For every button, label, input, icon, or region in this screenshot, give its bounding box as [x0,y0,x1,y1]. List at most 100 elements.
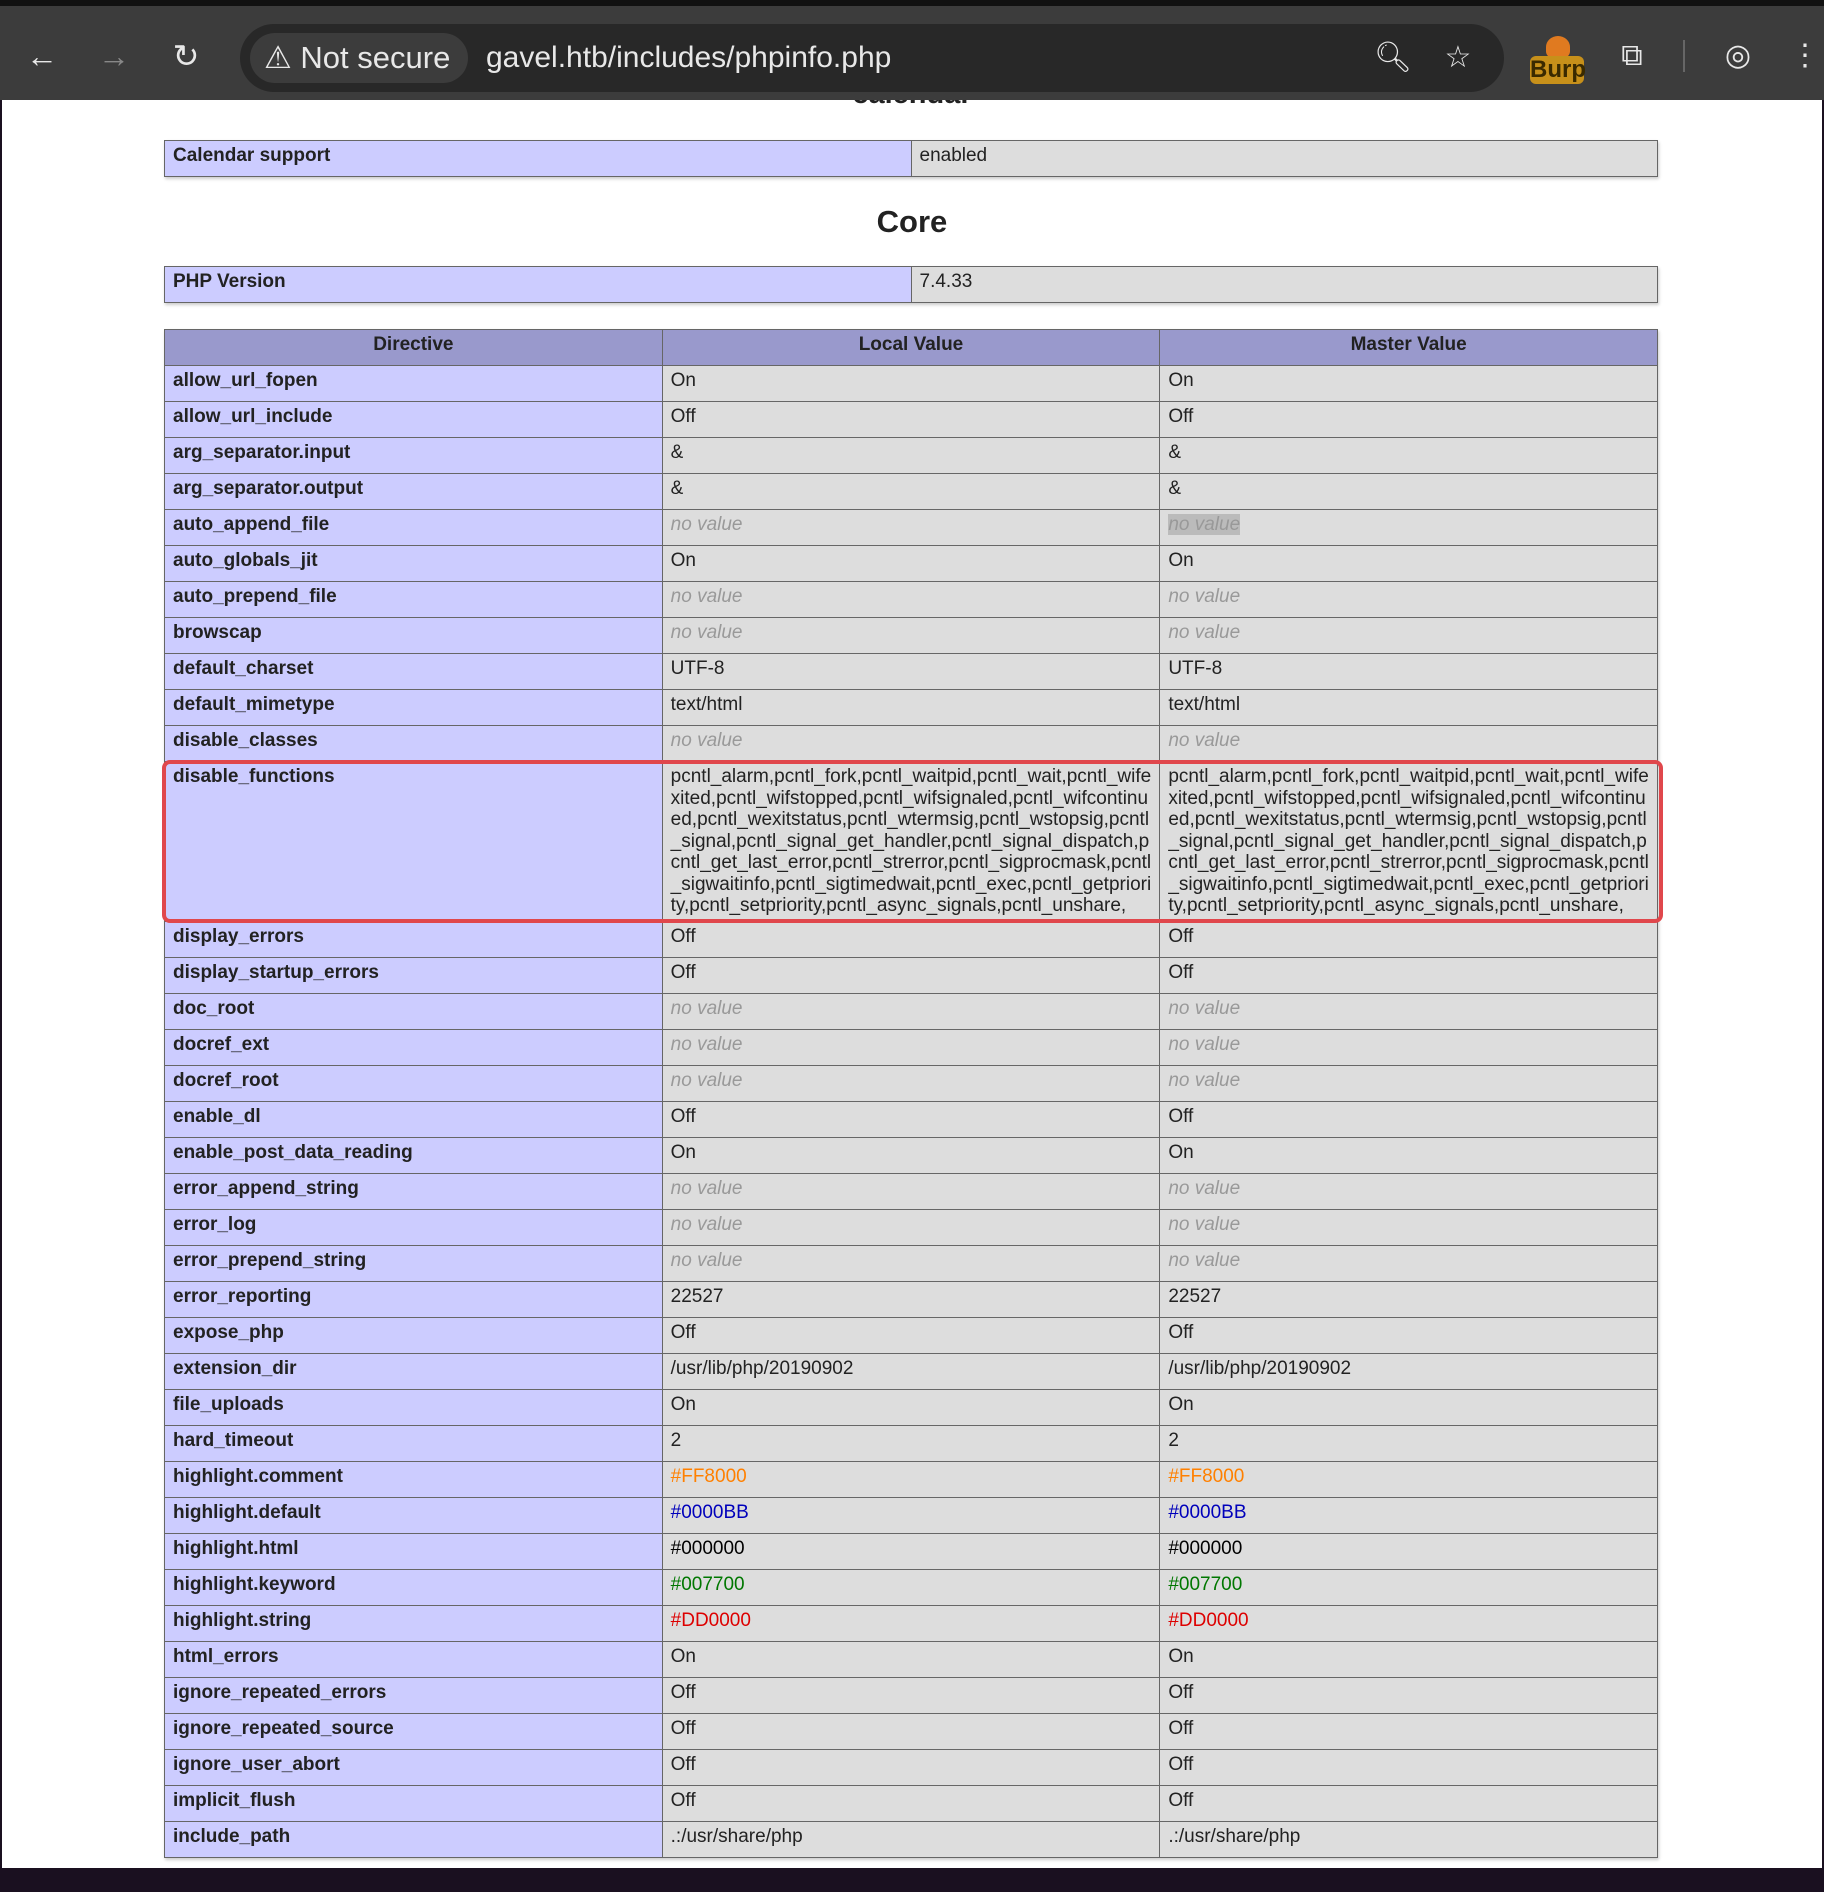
table-row: highlight.comment #FF8000 #FF8000 [164,1460,1658,1498]
master-value-text: On [1168,1393,1194,1415]
master-value-text: pcntl_alarm,pcntl_fork,pcntl_waitpid,pcn… [1168,766,1649,916]
directive-name-text: html_errors [173,1645,279,1667]
browser-toolbar: ← → ↻ ⚠ Not secure gavel.htb/includes/ph… [0,0,1824,100]
directive-name: html_errors [164,1640,663,1678]
local-value-text: #000000 [670,1537,745,1559]
directive-name: arg_separator.output [164,473,663,510]
zoom-icon[interactable]: 🔍︎ [1373,41,1413,74]
table-row: allow_url_include Off Off [164,401,1658,438]
master-value: & [1159,473,1658,510]
toolbar-divider [1683,40,1685,72]
local-value-text: On [670,370,697,391]
table-row: enable_dl Off Off [164,1100,1658,1138]
local-value: Off [661,956,1161,994]
local-value-text: #DD0000 [670,1609,751,1631]
local-value: no value [661,725,1161,762]
directive-name: disable_classes [164,725,663,762]
master-value-text: UTF-8 [1168,658,1223,679]
directive-name-text: docref_root [173,1069,279,1091]
directive-name-text: auto_globals_jit [173,550,318,571]
table-row: error_prepend_string no value no value [164,1244,1658,1282]
master-value: no value [1159,1064,1658,1102]
master-value-text: On [1168,1141,1194,1163]
master-value: no value [1159,1028,1658,1066]
master-value: .:/usr/share/php [1159,1820,1658,1858]
master-value: no value [1159,725,1658,762]
menu-kebab-icon[interactable]: ⋮ [1790,39,1820,72]
master-value-text: /usr/lib/php/20190902 [1168,1357,1352,1379]
master-value-text: no value [1168,1249,1241,1271]
directive-name-text: error_append_string [173,1177,359,1199]
directive-name: ignore_repeated_source [164,1712,663,1750]
local-value-text: Off [670,1681,696,1703]
security-indicator[interactable]: ⚠ Not secure [250,33,469,83]
directive-name-text: error_log [173,1213,257,1235]
local-value-text: Off [670,1789,696,1811]
local-value-text: no value [670,1249,743,1271]
local-value: Off [661,1712,1161,1750]
local-value: no value [661,1244,1161,1282]
forward-button[interactable]: → [98,38,130,74]
directive-name-text: display_startup_errors [173,961,379,983]
master-value: no value [1159,581,1658,618]
local-value-text: no value [670,730,743,751]
directive-name: auto_append_file [164,509,663,546]
table-row: auto_globals_jit On On [164,545,1658,582]
directive-name-text: include_path [173,1825,291,1847]
directive-name: enable_post_data_reading [164,1136,663,1174]
master-value-text: Off [1168,1681,1194,1703]
directive-name-text: ignore_repeated_source [173,1717,394,1739]
master-value-text: Off [1168,1789,1194,1811]
extensions-puzzle-icon[interactable]: ⧉ [1621,39,1643,72]
master-value: On [1159,1640,1658,1678]
directive-name-text: arg_separator.input [173,442,351,463]
master-value-text: Off [1168,925,1194,947]
master-value-text: #DD0000 [1168,1609,1249,1631]
local-value: no value [661,581,1161,618]
local-value-text: Off [670,1321,696,1343]
local-value-text: no value [670,514,743,535]
master-value-text: Off [1168,1717,1194,1739]
table-row: disable_functions pcntl_alarm,pcntl_fork,… [164,761,1658,922]
master-value: Off [1159,1748,1658,1786]
burp-label[interactable]: Burp [1530,56,1586,84]
master-value: /usr/lib/php/20190902 [1159,1352,1658,1390]
directive-name-text: implicit_flush [173,1789,296,1811]
burp-extension-icon[interactable] [1546,36,1570,58]
local-value: .:/usr/share/php [661,1820,1161,1858]
back-button[interactable]: ← [26,38,58,74]
master-value-text: On [1168,370,1194,391]
master-value-text: no value [1168,1213,1241,1235]
master-value: text/html [1159,689,1658,726]
table-row: ignore_repeated_source Off Off [164,1712,1658,1750]
master-value: & [1159,437,1658,474]
table-row: Calendar support enabled [164,140,1658,177]
directive-name-text: enable_post_data_reading [173,1141,413,1163]
directive-name-text: highlight.default [173,1501,321,1523]
table-row: auto_prepend_file no value no value [164,581,1658,618]
master-value: no value [1159,617,1658,654]
directive-name: docref_root [164,1064,663,1102]
local-value: Off [661,1748,1161,1786]
directive-name-text: enable_dl [173,1105,261,1127]
local-value: Off [661,1784,1161,1822]
directive-name-text: ignore_repeated_errors [173,1681,387,1703]
local-value: no value [661,509,1161,546]
profile-icon[interactable]: ◎ [1724,39,1752,72]
master-value-text: no value [1168,1033,1241,1055]
directive-name: default_charset [164,653,663,690]
table-header-row: Directive Local Value Master Value [164,329,1658,366]
url-text[interactable]: gavel.htb/includes/phpinfo.php [486,41,892,74]
directive-name: browscap [164,617,663,654]
directive-name-text: disable_functions [173,766,335,787]
table-row: ignore_user_abort Off Off [164,1748,1658,1786]
directive-name: enable_dl [164,1100,663,1138]
local-value: no value [661,1028,1161,1066]
master-value-text: no value [1168,1177,1241,1199]
address-bar[interactable]: ⚠ Not secure gavel.htb/includes/phpinfo.… [240,24,1504,92]
directive-name: extension_dir [164,1352,663,1390]
directive-name: highlight.comment [164,1460,663,1498]
reload-button[interactable]: ↻ [172,38,200,74]
local-value: Off [661,401,1161,438]
bookmark-star-icon[interactable]: ☆ [1444,41,1472,74]
